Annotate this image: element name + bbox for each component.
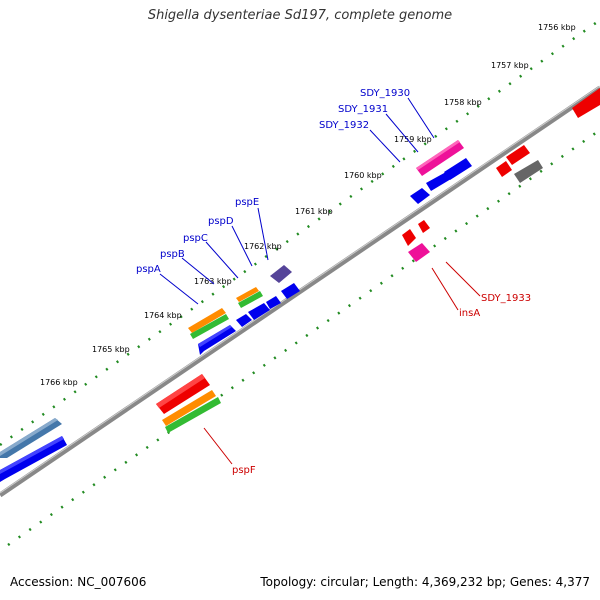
kbp-label: 1756 kbp — [538, 23, 576, 32]
gene-red-right[interactable] — [572, 88, 600, 118]
gene-red-small-b[interactable] — [418, 220, 430, 233]
gene-blue-pspA[interactable] — [198, 325, 236, 355]
leader-line-pspA — [159, 273, 199, 305]
leader-line-pspB — [181, 257, 215, 285]
gene-red-small-a[interactable] — [402, 229, 416, 246]
genome-backbone — [0, 85, 600, 498]
leader-line-pspE — [257, 207, 269, 261]
kbp-label: 1766 kbp — [40, 378, 78, 387]
kbp-label: 1762 kbp — [244, 242, 282, 251]
gene-blue-sdy1931[interactable] — [410, 188, 430, 204]
gene-label-sdy1932[interactable]: SDY_1932 — [319, 120, 369, 131]
gene-red-right-b[interactable] — [506, 145, 530, 165]
kbp-label: 1758 kbp — [444, 98, 482, 107]
gene-label-pspB[interactable]: pspB — [160, 249, 185, 260]
gene-purple-pspE[interactable] — [270, 265, 292, 283]
gene-label-pspA[interactable]: pspA — [136, 264, 161, 275]
kbp-label: 1759 kbp — [394, 135, 432, 144]
gene-blue-sdy1932[interactable] — [426, 172, 451, 191]
gene-label-insA[interactable]: insA — [459, 308, 480, 319]
leader-line-pspF — [203, 427, 233, 465]
genome-backbone-highlight — [0, 85, 600, 494]
kbp-label: 1765 kbp — [92, 345, 130, 354]
gene-magenta-sdy1930[interactable] — [416, 140, 464, 176]
gene-steelblue-left[interactable] — [0, 418, 62, 458]
gene-label-pspF[interactable]: pspF — [232, 465, 256, 476]
gene-orange-pspA[interactable] — [188, 308, 226, 333]
gene-label-sdy1931[interactable]: SDY_1931 — [338, 104, 388, 115]
accession-text: Accession: NC_007606 — [10, 575, 147, 589]
gene-orange-pspF[interactable] — [162, 390, 216, 426]
leader-line-sdy1933 — [445, 261, 481, 297]
gene-label-sdy1933[interactable]: SDY_1933 — [481, 293, 531, 304]
gene-blue-extra[interactable] — [281, 283, 300, 299]
gene-red-pspF-upper[interactable] — [156, 374, 210, 414]
gene-green-pspF[interactable] — [165, 397, 221, 433]
kbp-label: 1760 kbp — [344, 171, 382, 180]
leader-line-pspD — [231, 225, 253, 267]
kbp-label: 1764 kbp — [144, 311, 182, 320]
gene-orange-pspB[interactable] — [236, 287, 259, 302]
gene-blue-pspC[interactable] — [236, 314, 252, 327]
map-title: Shigella dysenteriae Sd197, complete gen… — [147, 8, 453, 23]
kbp-label: 1757 kbp — [491, 61, 529, 70]
gene-label-pspC[interactable]: pspC — [183, 233, 208, 244]
genome-summary-text: Topology: circular; Length: 4,369,232 bp… — [260, 575, 590, 589]
gene-blue-pspE[interactable] — [266, 296, 281, 309]
gene-blue-sdy1930-b[interactable] — [444, 158, 472, 180]
gene-magenta-sdy1933[interactable] — [408, 243, 430, 262]
gene-label-sdy1930[interactable]: SDY_1930 — [360, 88, 410, 99]
gene-red-right-a[interactable] — [496, 161, 512, 177]
leader-line-sdy1930 — [407, 97, 435, 139]
outer-tick-track — [0, 18, 600, 447]
kbp-label: 1763 kbp — [194, 277, 232, 286]
leader-line-insA — [431, 267, 459, 311]
gene-green-pspA[interactable] — [190, 314, 229, 339]
leader-line-sdy1932 — [369, 129, 401, 163]
gene-blue-left[interactable] — [0, 436, 67, 482]
gene-gray-right[interactable] — [514, 160, 543, 183]
gene-label-pspD[interactable]: pspD — [208, 216, 234, 227]
leader-line-pspC — [205, 241, 239, 279]
gene-blue-pspD[interactable] — [248, 303, 270, 320]
leader-line-sdy1931 — [385, 113, 419, 153]
gene-label-pspE[interactable]: pspE — [235, 197, 259, 208]
gene-green-pspB[interactable] — [238, 291, 263, 308]
kbp-label: 1761 kbp — [295, 207, 333, 216]
inner-tick-track — [7, 128, 600, 547]
